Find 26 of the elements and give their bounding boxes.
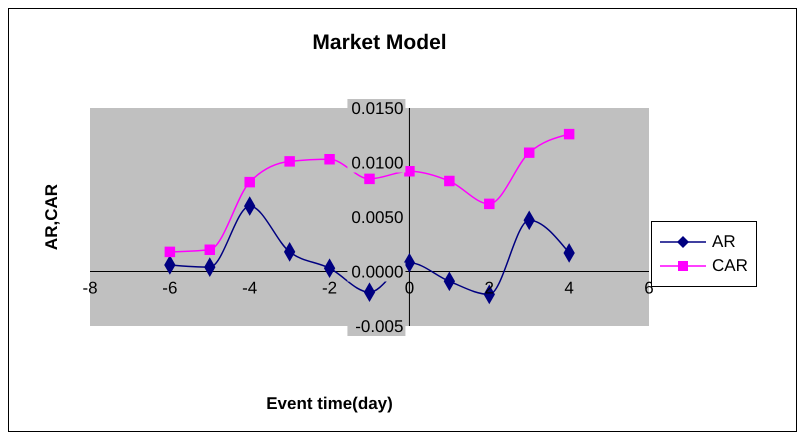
point: [284, 156, 295, 167]
y-tick-label: 0.0100: [351, 154, 404, 172]
point: [164, 246, 176, 258]
x-tick-label: 4: [564, 278, 574, 298]
x-tick-label: -8: [82, 278, 98, 298]
x-tick-label: -4: [242, 278, 258, 298]
legend-label: AR: [712, 232, 736, 252]
x-axis-title: Event time(day): [266, 394, 393, 413]
point: [444, 176, 455, 186]
point: [484, 198, 495, 210]
legend-label: CAR: [712, 256, 748, 276]
x-tick-label: -6: [162, 278, 178, 298]
y-tick-label: 0.0050: [351, 208, 404, 227]
y-tick-label: -0.005: [355, 317, 404, 336]
y-tick-label: 0.0150: [351, 99, 404, 118]
point: [324, 154, 335, 164]
point: [244, 176, 255, 188]
y-tick-label: 0.0000: [351, 262, 404, 282]
point: [364, 174, 375, 184]
x-tick-label: -2: [322, 278, 338, 298]
point: [524, 147, 534, 158]
point: [564, 128, 574, 140]
point: [204, 244, 216, 255]
y-axis-title: AR,CAR: [42, 184, 61, 250]
chart-title: Market Model: [312, 31, 447, 54]
point: [404, 166, 415, 176]
